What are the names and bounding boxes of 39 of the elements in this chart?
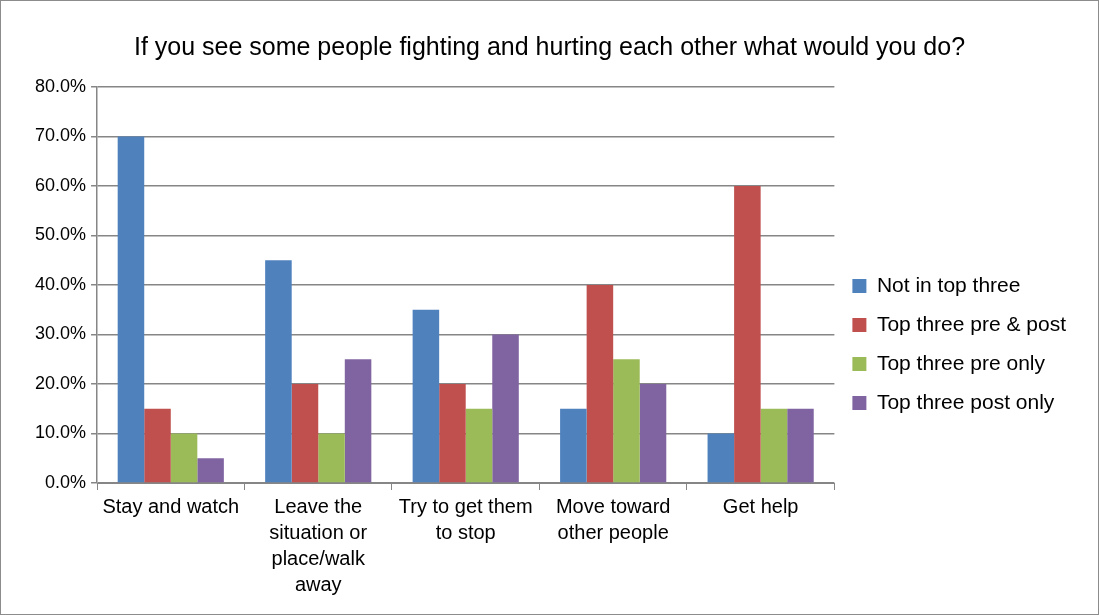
bar: [465, 408, 493, 483]
bar: [318, 433, 345, 483]
bar: [439, 384, 466, 483]
bar: [613, 359, 640, 483]
y-tick-label: 60.0%: [34, 174, 87, 195]
y-tick-label: 30.0%: [34, 323, 87, 344]
bar: [734, 186, 761, 483]
bar: [412, 309, 440, 483]
bar: [639, 384, 667, 483]
y-tick-label: 40.0%: [34, 273, 87, 294]
bar: [760, 408, 788, 483]
x-tick-label: Leave the situation or place/walk away: [269, 494, 368, 595]
bar: [117, 136, 145, 483]
y-tick-label: 20.0%: [34, 372, 87, 393]
bar: [197, 458, 224, 483]
bar: [265, 260, 292, 483]
bar: [344, 359, 372, 483]
y-tick-label: 80.0%: [34, 75, 87, 96]
x-tick-label: Stay and watch: [102, 494, 240, 517]
bar: [787, 408, 814, 483]
legend-label: Top three pre only: [876, 350, 1046, 374]
legend-label: Not in top three: [876, 272, 1021, 296]
chart-title: If you see some people fighting and hurting each other what would you do?: [132, 31, 967, 61]
y-tick-label: 70.0%: [34, 125, 87, 146]
legend-label: Top three pre & post: [876, 311, 1067, 335]
bar: [144, 408, 171, 483]
y-tick-label: 50.0%: [34, 224, 87, 245]
bar: [560, 408, 587, 483]
x-tick-label: Move toward other people: [555, 494, 671, 543]
y-tick-label: 10.0%: [34, 422, 87, 443]
bar: [586, 285, 614, 483]
bar: [170, 433, 198, 483]
x-tick-label: Try to get them to stop: [398, 494, 533, 543]
y-tick-label: 0.0%: [45, 471, 87, 492]
x-tick-label: Get help: [722, 494, 799, 517]
legend-label: Top three post only: [876, 389, 1055, 413]
bar: [291, 384, 319, 483]
bar: [707, 433, 735, 483]
bar: [492, 334, 519, 483]
